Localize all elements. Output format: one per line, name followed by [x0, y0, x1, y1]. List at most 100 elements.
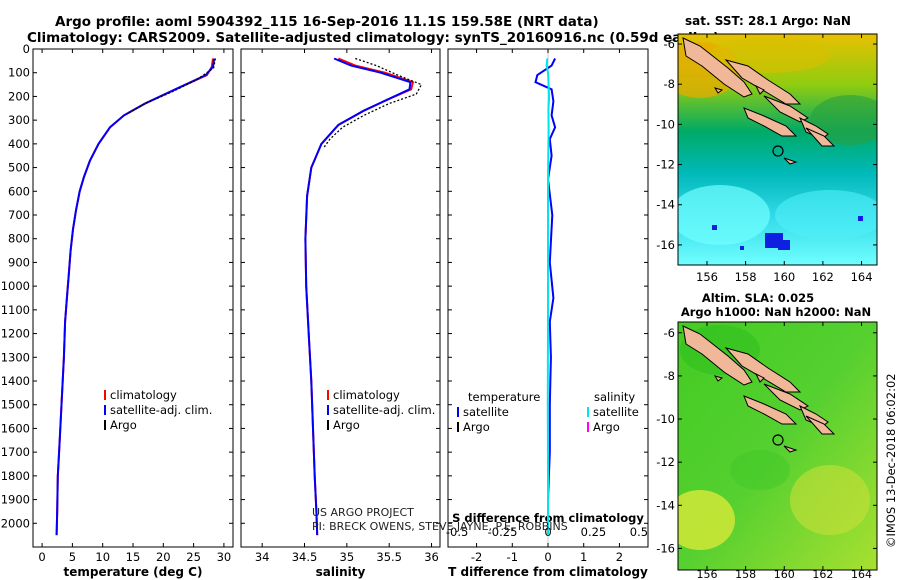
y-tick-label: 0: [23, 42, 30, 56]
series-satellite-adj-clim-: [304, 57, 412, 536]
map-x-tick-label: 162: [812, 568, 833, 580]
series-t-satellite: [534, 58, 557, 536]
y-tick-label: 900: [8, 255, 30, 269]
sla-map-land: [682, 325, 836, 453]
sla-map-float-marker: [772, 434, 784, 446]
s-diff-tick-label: 0.5: [630, 525, 648, 539]
x-tick-label: 0: [544, 550, 551, 564]
y-tick-label: 2000: [1, 516, 30, 530]
sst-map-title: sat. SST: 28.1 Argo: NaN: [685, 14, 851, 28]
map-x-tick-label: 156: [696, 568, 717, 580]
map-y-tick-label: -12: [656, 158, 675, 172]
s-diff-tick-label: 0.25: [581, 525, 607, 539]
legend-label: Argo: [463, 420, 490, 434]
sst-map-frame: [677, 33, 878, 266]
x-tick-label: 5: [69, 550, 76, 564]
salinity-axes-box: [240, 48, 441, 548]
x-tick-label: 0: [38, 550, 45, 564]
sst-map-patches: [678, 37, 877, 250]
map-y-tick-label: -16: [656, 238, 675, 252]
map-x-tick-label: 160: [773, 270, 795, 284]
map-x-tick-label: 164: [851, 568, 872, 580]
map-y-tick-label: -8: [664, 369, 675, 383]
map-y-tick-label: -6: [664, 326, 675, 340]
temperature-axes-box: [32, 48, 234, 548]
x-tick-label: -1: [507, 550, 518, 564]
s-diff-tick-label: -0.5: [446, 525, 468, 539]
x-tick-label: 35: [340, 550, 355, 564]
y-tick-label: 1600: [1, 421, 30, 435]
sst-map-float-marker: [772, 145, 784, 157]
y-tick-label: 500: [8, 161, 30, 175]
legend-label: satellite: [463, 405, 509, 419]
x-tick-label: 25: [186, 550, 201, 564]
y-tick-label: 400: [8, 137, 30, 151]
figure-title-line2: Climatology: CARS2009. Satellite-adjuste…: [27, 30, 720, 46]
map-y-tick-label: -12: [656, 455, 675, 469]
x-tick-label: 1: [580, 550, 587, 564]
map-y-tick-label: -8: [664, 77, 675, 91]
series-satellite-adj-clim-: [55, 58, 216, 536]
s-diff-tick-label: -0.25: [488, 525, 518, 539]
sla-map-ticks: -6 -8 -10 -12 -14 -16 156 158 160 162 164: [656, 322, 877, 580]
map-x-tick-label: 158: [735, 270, 757, 284]
legend-label: climatology: [110, 388, 177, 402]
y-tick-label: 1100: [1, 303, 30, 317]
credit-line2: PI: BRECK OWENS, STEVE JAYNE, P.E. ROBBI…: [312, 520, 568, 533]
temperature-panel: 0100200300400500600700800900100011001200…: [1, 42, 234, 579]
map-x-tick-label: 158: [735, 568, 756, 580]
sst-map: sat. SST: 28.1 Argo: NaN 156 158 160 162 164…: [656, 14, 878, 284]
salinity-xlabel: salinity: [316, 565, 366, 579]
x-tick-label: -2: [471, 550, 482, 564]
map-x-tick-label: 164: [851, 270, 873, 284]
x-tick-label: 20: [156, 550, 171, 564]
credit-line1: US ARGO PROJECT: [312, 506, 414, 519]
sst-map-ticks: 156 158 160 162 164 -6 -8 -10 -12 -14 -16: [656, 34, 877, 284]
legend-label: Argo: [333, 418, 360, 432]
legend-label: satellite: [593, 405, 639, 419]
map-y-tick-label: -10: [656, 117, 675, 131]
temperature-xlabel: temperature (deg C): [64, 565, 203, 579]
legend-label: climatology: [333, 388, 400, 402]
map-x-tick-label: 160: [774, 568, 795, 580]
x-tick-label: 34.5: [292, 550, 318, 564]
y-tick-label: 600: [8, 184, 30, 198]
sla-map-subtitle: Argo h1000: NaN h2000: NaN: [681, 305, 871, 319]
profile-panels: 0100200300400500600700800900100011001200…: [1, 42, 649, 579]
x-tick-label: 35.5: [376, 550, 402, 564]
y-tick-label: 1900: [1, 493, 30, 507]
map-y-tick-label: -6: [664, 37, 675, 51]
legend-title-temperature: temperature: [468, 390, 540, 404]
y-tick-label: 1400: [1, 374, 30, 388]
x-tick-label: 30: [217, 550, 232, 564]
legend-label: Argo: [593, 420, 620, 434]
x-tick-label: 36: [424, 550, 439, 564]
y-tick-label: 1700: [1, 445, 30, 459]
x-tick-label: 34: [255, 550, 270, 564]
x-tick-label: 15: [126, 550, 141, 564]
map-x-tick-label: 156: [696, 270, 718, 284]
map-y-tick-label: -14: [656, 198, 675, 212]
map-x-tick-label: 162: [812, 270, 834, 284]
legend-label: satellite-adj. clim.: [110, 403, 212, 417]
y-tick-label: 300: [8, 113, 30, 127]
salinity-panel: 34 34.5 35 35.5 36 salinity climatologysatelli…: [240, 48, 441, 579]
series-argo: [126, 58, 217, 115]
y-tick-label: 1500: [1, 398, 30, 412]
imos-stamp: ©IMOS 13-Dec-2018 06:02:02: [884, 373, 898, 548]
y-tick-label: 700: [8, 208, 30, 222]
figure-title-line1: Argo profile: aoml 5904392_115 16-Sep-20…: [55, 14, 599, 30]
y-tick-label: 1200: [1, 327, 30, 341]
series-argo: [322, 57, 423, 149]
difference-xlabel: T difference from climatology: [448, 565, 648, 579]
sla-map-frame: [677, 321, 878, 571]
y-tick-label: 200: [8, 89, 30, 103]
y-tick-label: 800: [8, 232, 30, 246]
map-y-tick-label: -14: [656, 498, 675, 512]
y-tick-label: 1800: [1, 469, 30, 483]
map-y-tick-label: -16: [656, 541, 675, 555]
map-y-tick-label: -10: [656, 412, 675, 426]
y-tick-label: 1300: [1, 350, 30, 364]
